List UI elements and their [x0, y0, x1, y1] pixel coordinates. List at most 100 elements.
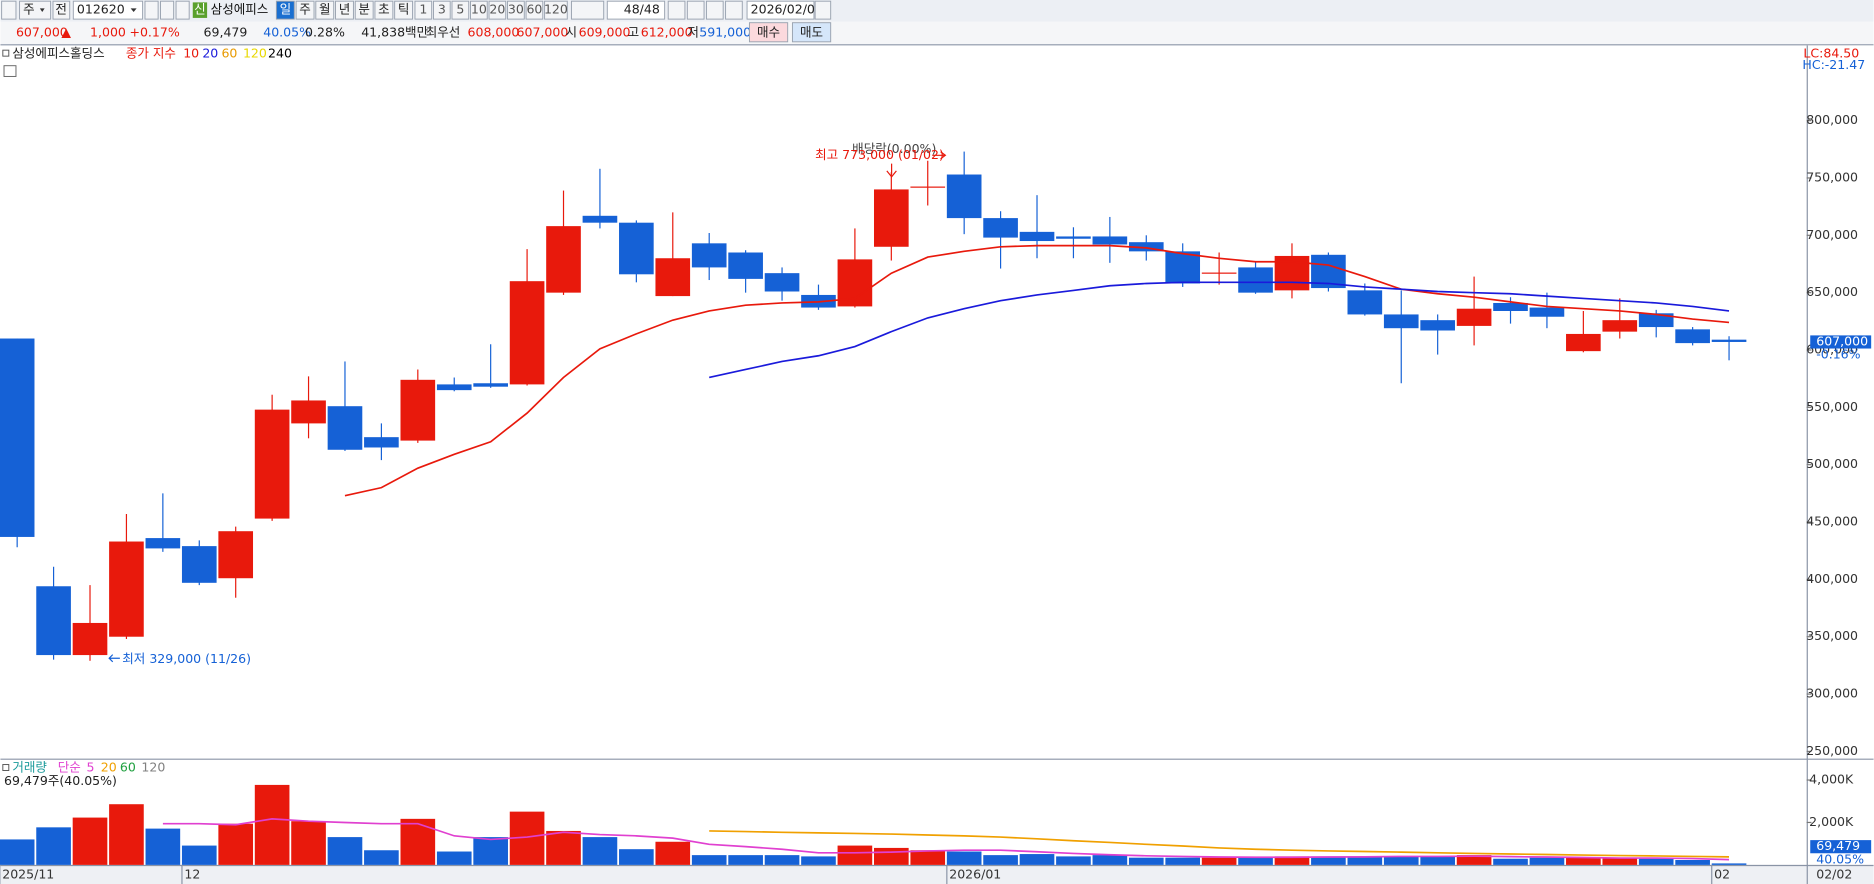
- unit-button[interactable]: [394, 0, 414, 20]
- volume-bar: [1274, 856, 1310, 865]
- menu-icon[interactable]: [1, 0, 17, 20]
- last-price-box: [1810, 335, 1872, 349]
- buy-button[interactable]: [748, 22, 789, 43]
- unit-button[interactable]: [335, 0, 354, 20]
- volume-bar: [1529, 857, 1565, 865]
- quote-low-label: 저: [687, 24, 699, 39]
- unit-button[interactable]: [374, 0, 394, 20]
- volume-bar: [1165, 857, 1201, 865]
- volume-bar: [582, 837, 618, 865]
- legend-item: 120: [243, 45, 267, 60]
- y-tick-label: 2,000K: [1809, 814, 1854, 829]
- tool-icon[interactable]: [667, 0, 686, 20]
- volume-bar: [1311, 856, 1346, 865]
- volume-bar: [619, 849, 654, 865]
- volume-bar: [145, 828, 181, 865]
- legend-item: 10: [183, 45, 199, 60]
- volume-bar: [691, 855, 727, 865]
- candle-body: [1056, 236, 1091, 239]
- legend-item: 5: [86, 760, 94, 775]
- sell-button[interactable]: [791, 22, 832, 43]
- tool-icon[interactable]: [686, 0, 705, 20]
- dropdown[interactable]: [570, 0, 605, 20]
- x-tick-label: 2025/11: [2, 867, 54, 882]
- legend-marker: [2, 764, 10, 771]
- tool-icon[interactable]: [144, 0, 159, 20]
- quote-turnover: 0.28%: [305, 24, 345, 39]
- volume-bar: [218, 823, 254, 865]
- grid-icon[interactable]: [3, 65, 17, 77]
- legend-title: 종가 지수: [126, 45, 176, 60]
- volume-bar: [1711, 863, 1747, 865]
- y-tick-label: 450,000: [1806, 514, 1858, 529]
- buy-label: 매수: [757, 24, 780, 39]
- volume-bar: [1566, 857, 1601, 865]
- quote-rate: +0.17%: [129, 24, 179, 39]
- volume-bar: [1638, 858, 1674, 865]
- period: 주: [23, 2, 35, 17]
- mode: 전: [55, 2, 67, 17]
- interval-label: 120: [544, 2, 568, 17]
- interval-button[interactable]: [451, 0, 470, 20]
- tool-icon[interactable]: [725, 0, 743, 20]
- y-tick-label: 400,000: [1806, 571, 1858, 586]
- interval-button[interactable]: [507, 0, 525, 20]
- quote-open: 609,000: [579, 24, 631, 39]
- right-axis-bg: [1806, 45, 1874, 865]
- tool-icon[interactable]: [160, 0, 175, 20]
- y-tick-label: 550,000: [1806, 399, 1858, 414]
- dropdown-arrow: [39, 8, 45, 12]
- candle-body: [1675, 329, 1710, 344]
- code-input[interactable]: [72, 0, 144, 20]
- mode-button[interactable]: [52, 0, 71, 20]
- candle-body: [1201, 272, 1237, 274]
- volume-average: [162, 818, 1730, 861]
- tool-icon[interactable]: [705, 0, 724, 20]
- interval-button[interactable]: [544, 0, 568, 20]
- quote-change: 1,000: [90, 24, 126, 39]
- interval-button[interactable]: [525, 0, 544, 20]
- unit-button[interactable]: [295, 0, 315, 20]
- unit-button[interactable]: [315, 0, 335, 20]
- volume-bar: [1456, 855, 1492, 865]
- candle-body: [145, 538, 181, 549]
- period-select[interactable]: [19, 0, 52, 20]
- y-tick-label: 700,000: [1806, 227, 1858, 242]
- unit-label: 일: [280, 2, 292, 17]
- annotation: 배당락(0.00%): [852, 141, 936, 156]
- candle-body: [36, 586, 71, 656]
- volume-bar: [1347, 856, 1383, 865]
- volume-bar: [1056, 856, 1091, 865]
- candle-body: [1711, 339, 1747, 342]
- annotation-arrow: [886, 163, 897, 178]
- y-tick-label: 650,000: [1806, 284, 1858, 299]
- x-tick-label: 2026/01: [949, 867, 1001, 882]
- volume-bar: [1092, 855, 1128, 865]
- interval-button[interactable]: [433, 0, 451, 20]
- candle-body: [1420, 320, 1455, 331]
- quote-best-label: 최우선: [426, 24, 461, 39]
- y-tick-label: 800,000: [1806, 112, 1858, 127]
- candle-body: [655, 258, 691, 297]
- volume-bar: [764, 855, 800, 865]
- tool-icon[interactable]: [175, 0, 190, 20]
- interval-label: 5: [456, 2, 464, 17]
- quote-arrow: ▲: [61, 24, 71, 39]
- candle-body: [764, 273, 800, 292]
- candle-body: [218, 531, 254, 579]
- interval-button[interactable]: [488, 0, 507, 20]
- calendar-icon[interactable]: [814, 0, 832, 20]
- interval-button[interactable]: [470, 0, 488, 20]
- legend-item: 20: [101, 760, 117, 775]
- candle-body: [1638, 313, 1674, 328]
- unit-button[interactable]: [275, 0, 295, 20]
- volume-bar: [655, 841, 691, 865]
- volume-bar: [36, 827, 71, 865]
- unit-button[interactable]: [354, 0, 374, 20]
- date-box[interactable]: [746, 0, 815, 20]
- unit-label: 초: [378, 2, 390, 17]
- interval-button[interactable]: [414, 0, 433, 20]
- quote-volume: 69,479: [204, 24, 248, 39]
- candle-body: [400, 379, 436, 441]
